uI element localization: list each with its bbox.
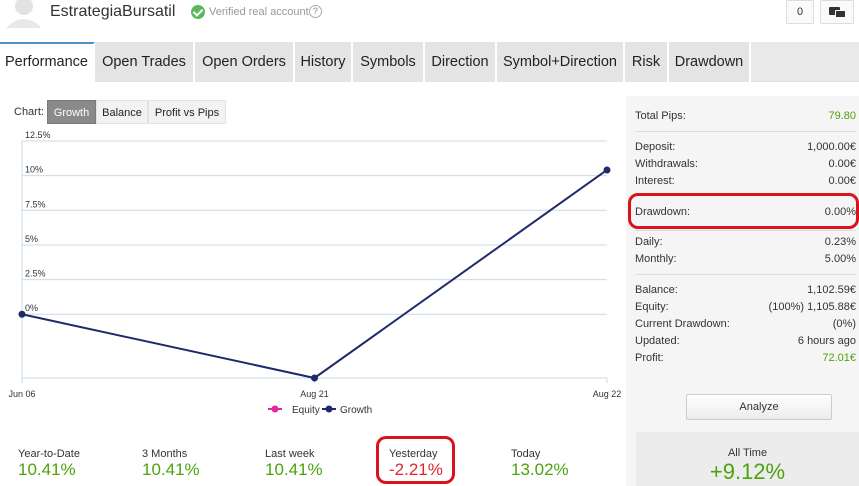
tab-open-orders[interactable]: Open Orders	[195, 42, 295, 82]
summary-row-updated: Updated: 6 hours ago	[635, 335, 856, 347]
legend-label-equity: Equity	[292, 405, 320, 416]
notification-count-button[interactable]: 0	[786, 0, 814, 24]
x-tick-label: Aug 22	[593, 389, 622, 399]
stat-value-today: 13.02%	[511, 460, 569, 479]
analyze-button[interactable]: Analyze	[686, 394, 832, 420]
x-tick-label: Aug 21	[300, 389, 329, 399]
summary-row-monthly: Monthly: 5.00%	[635, 253, 856, 265]
summary-divider	[635, 131, 856, 132]
summary-divider	[635, 230, 856, 231]
tab-symbols[interactable]: Symbols	[353, 42, 425, 82]
summary-row-balance: Balance: 1,102.59€	[635, 284, 856, 296]
growth-data-point	[18, 310, 26, 318]
all-time-box: All Time +9.12%	[636, 432, 859, 486]
summary-row-deposit: Deposit: 1,000.00€	[635, 141, 856, 153]
chart-type-label: Chart:	[14, 106, 44, 118]
growth-chart: 0% 2.5% 5% 7.5% 10% 12.5% Jun 06 Aug 21 Aug 22	[8, 130, 622, 399]
growth-data-point	[311, 374, 318, 382]
account-summary-panel	[626, 96, 859, 486]
all-time-value: +9.12%	[709, 459, 786, 484]
summary-row-withdrawals: Withdrawals: 0.00€	[635, 158, 856, 170]
verified-check-icon	[191, 5, 205, 19]
messages-button[interactable]	[820, 0, 854, 24]
stat-label-last-week: Last week	[265, 448, 315, 460]
summary-row-interest: Interest: 0.00€	[635, 175, 856, 187]
summary-row-equity: Equity: (100%) 1,105.88€	[635, 301, 856, 313]
stat-value-last-week: 10.41%	[265, 460, 323, 479]
legend-item-growth[interactable]: Growth	[322, 404, 372, 416]
tab-history[interactable]: History	[295, 42, 353, 82]
chart-option-profit-vs-pips[interactable]: Profit vs Pips	[148, 100, 226, 124]
summary-row-profit: Profit: 72.01€	[635, 352, 856, 364]
user-avatar-icon[interactable]	[0, 0, 40, 28]
stat-value-ytd: 10.41%	[18, 460, 76, 479]
y-tick-label: 7.5%	[25, 199, 46, 209]
legend-item-equity[interactable]: Equity	[268, 404, 320, 416]
tab-open-trades[interactable]: Open Trades	[95, 42, 195, 82]
summary-row-daily: Daily: 0.23%	[635, 236, 856, 248]
stat-label-ytd: Year-to-Date	[18, 448, 80, 460]
help-icon[interactable]: ?	[309, 5, 322, 18]
verified-status: Verified real account	[209, 6, 309, 18]
account-name[interactable]: EstrategiaBursatil	[50, 3, 176, 20]
account-header: EstrategiaBursatil Verified real account…	[0, 0, 859, 32]
yesterday-highlight-annotation	[376, 436, 455, 484]
legend-label-growth: Growth	[340, 405, 373, 416]
stat-value-yesterday: -2.21%	[389, 460, 443, 479]
all-time-label: All Time	[727, 447, 768, 459]
stat-label-today: Today	[511, 448, 541, 460]
y-tick-label: 10%	[25, 165, 43, 175]
x-tick-label: Jun 06	[8, 389, 35, 399]
summary-row-total-pips: Total Pips: 79.80	[635, 110, 856, 122]
stat-label-yesterday: Yesterday	[389, 448, 438, 460]
tab-performance[interactable]: Performance	[0, 42, 95, 83]
tab-bar: Performance Open Trades Open Orders Hist…	[0, 42, 859, 83]
tab-direction[interactable]: Direction	[425, 42, 497, 82]
y-tick-label: 12.5%	[25, 130, 51, 140]
summary-divider	[635, 274, 856, 275]
chat-bubbles-icon	[829, 7, 840, 15]
tab-risk[interactable]: Risk	[625, 42, 669, 82]
summary-row-drawdown: Drawdown: 0.00%	[635, 206, 856, 218]
y-tick-label: 0%	[25, 303, 38, 313]
growth-series-line	[21, 169, 608, 380]
equity-legend-marker-icon	[268, 405, 282, 413]
stat-value-3-months: 10.41%	[142, 460, 200, 479]
summary-row-current-drawdown: Current Drawdown: (0%)	[635, 318, 856, 330]
stat-label-3-months: 3 Months	[142, 448, 188, 460]
y-tick-label: 2.5%	[25, 269, 46, 279]
tab-symbol-direction[interactable]: Symbol+Direction	[497, 42, 625, 82]
growth-legend-marker-icon	[322, 405, 336, 413]
tab-drawdown[interactable]: Drawdown	[669, 42, 751, 82]
chart-option-growth[interactable]: Growth	[47, 100, 96, 124]
chart-option-balance[interactable]: Balance	[96, 100, 148, 124]
drawdown-highlight-annotation	[628, 193, 859, 229]
y-tick-label: 5%	[25, 234, 38, 244]
growth-data-point	[603, 166, 611, 174]
